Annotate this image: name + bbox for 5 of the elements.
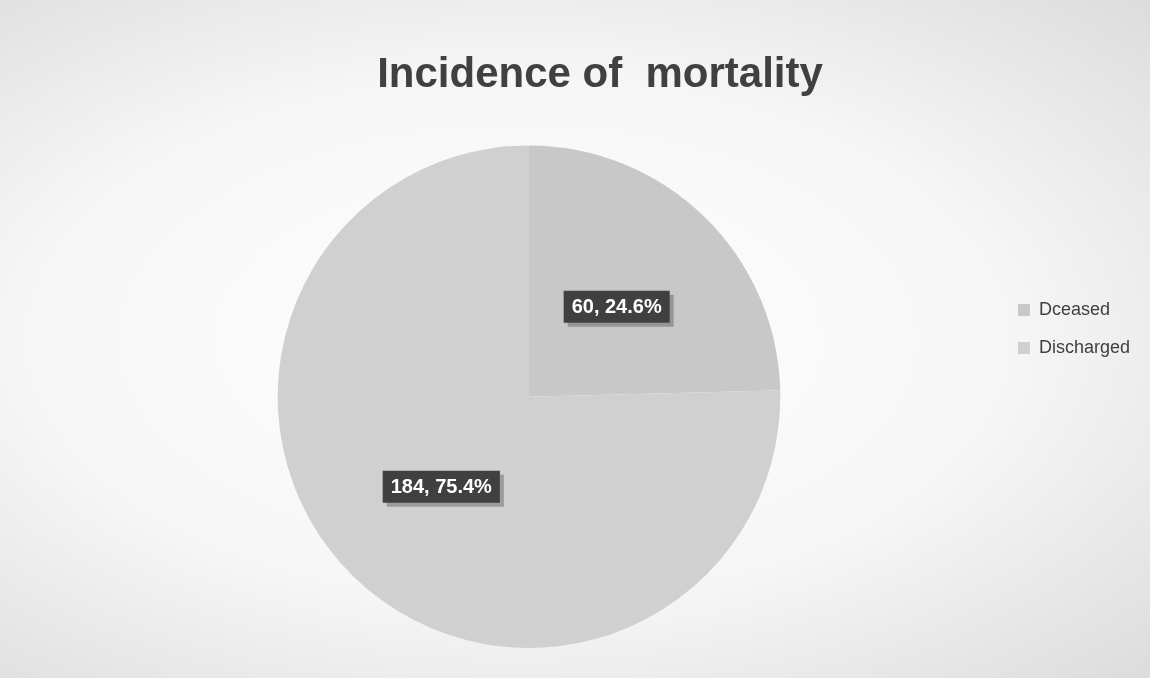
data-label: 60, 24.6%: [571, 295, 662, 318]
legend-label: Discharged: [1038, 336, 1130, 357]
data-label: 184, 75.4%: [390, 475, 493, 498]
chart-title: Incidence of mortality: [377, 48, 824, 96]
legend-label: Dceased: [1038, 298, 1110, 319]
